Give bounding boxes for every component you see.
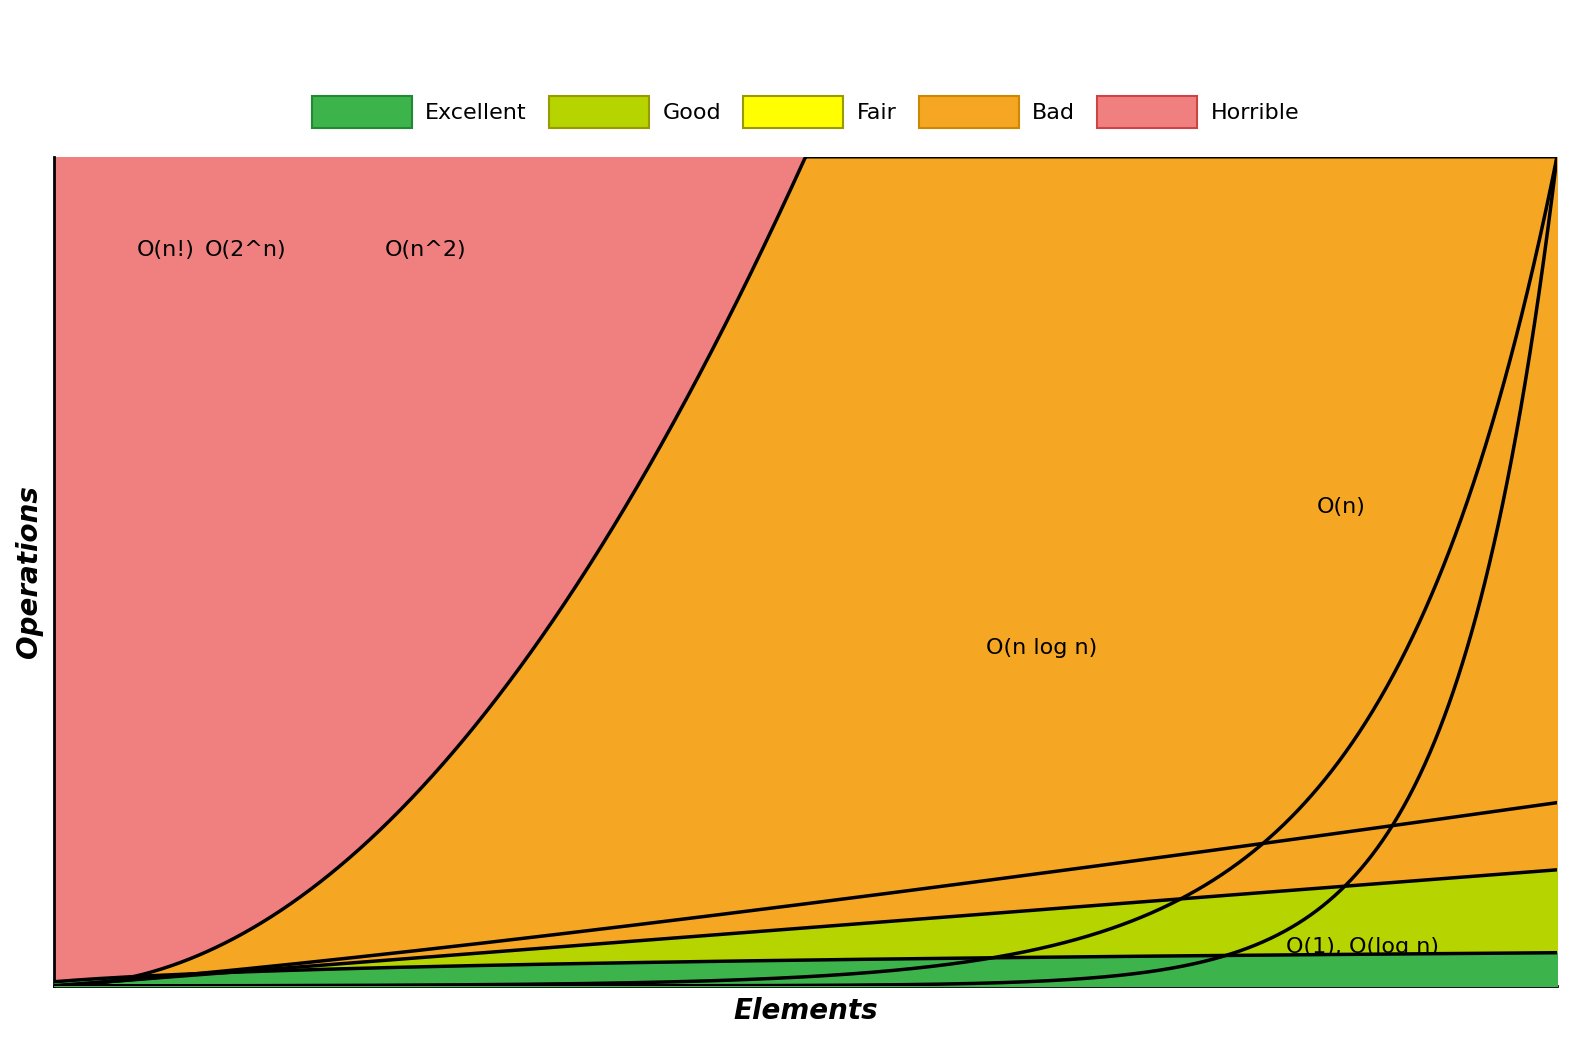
Text: O(n!): O(n!) bbox=[137, 240, 195, 260]
Text: O(n): O(n) bbox=[1316, 497, 1366, 517]
Text: O(n^2): O(n^2) bbox=[385, 240, 467, 260]
Y-axis label: Operations: Operations bbox=[16, 485, 42, 657]
Legend: Excellent, Good, Fair, Bad, Horrible: Excellent, Good, Fair, Bad, Horrible bbox=[300, 85, 1311, 138]
Text: O(1), O(log n): O(1), O(log n) bbox=[1286, 937, 1440, 957]
X-axis label: Elements: Elements bbox=[733, 997, 877, 1025]
Text: O(n log n): O(n log n) bbox=[986, 639, 1097, 658]
Text: O(2^n): O(2^n) bbox=[204, 240, 286, 260]
